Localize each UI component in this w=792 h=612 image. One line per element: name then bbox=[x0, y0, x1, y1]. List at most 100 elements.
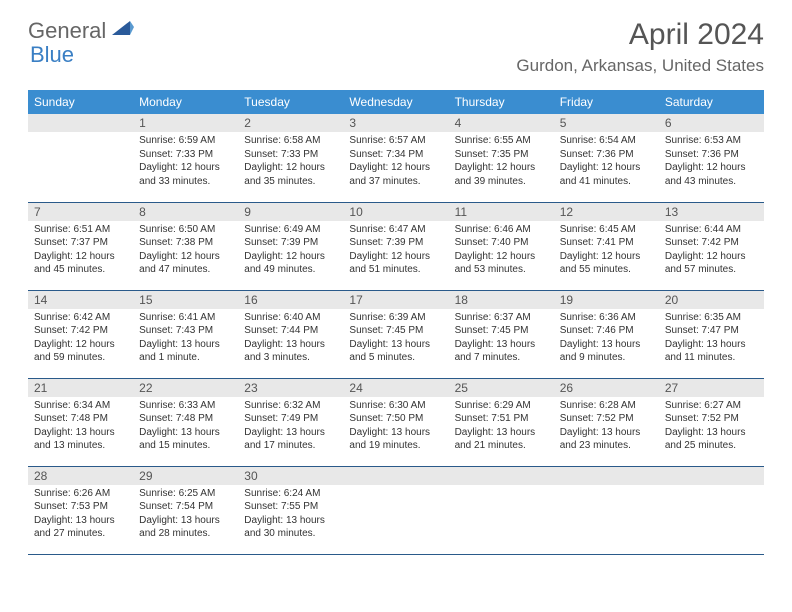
day-info-line: Sunset: 7:37 PM bbox=[34, 236, 127, 250]
day-info-line: Sunrise: 6:33 AM bbox=[139, 399, 232, 413]
day-body: Sunrise: 6:41 AMSunset: 7:43 PMDaylight:… bbox=[133, 309, 238, 369]
day-body-empty bbox=[28, 132, 133, 192]
day-number: 28 bbox=[28, 467, 133, 485]
day-number: 21 bbox=[28, 379, 133, 397]
day-info-line: Sunset: 7:34 PM bbox=[349, 148, 442, 162]
day-body-empty bbox=[554, 485, 659, 545]
day-info-line: Daylight: 12 hours bbox=[244, 161, 337, 175]
day-info-line: Sunset: 7:39 PM bbox=[349, 236, 442, 250]
day-info-line: Daylight: 12 hours bbox=[560, 161, 653, 175]
day-info-line: Daylight: 13 hours bbox=[560, 338, 653, 352]
day-info-line: Sunrise: 6:51 AM bbox=[34, 223, 127, 237]
calendar-day-cell: 1Sunrise: 6:59 AMSunset: 7:33 PMDaylight… bbox=[133, 114, 238, 202]
day-info-line: and 3 minutes. bbox=[244, 351, 337, 365]
day-info-line: Sunrise: 6:25 AM bbox=[139, 487, 232, 501]
day-info-line: Daylight: 12 hours bbox=[560, 250, 653, 264]
day-number: 13 bbox=[659, 203, 764, 221]
day-info-line: Daylight: 13 hours bbox=[139, 338, 232, 352]
day-info-line: Sunrise: 6:27 AM bbox=[665, 399, 758, 413]
day-number: 3 bbox=[343, 114, 448, 132]
day-number: 20 bbox=[659, 291, 764, 309]
calendar-day-cell: 24Sunrise: 6:30 AMSunset: 7:50 PMDayligh… bbox=[343, 378, 448, 466]
day-info-line: Sunrise: 6:41 AM bbox=[139, 311, 232, 325]
calendar-day-cell: 29Sunrise: 6:25 AMSunset: 7:54 PMDayligh… bbox=[133, 466, 238, 554]
day-info-line: Daylight: 13 hours bbox=[665, 426, 758, 440]
day-info-line: and 37 minutes. bbox=[349, 175, 442, 189]
day-info-line: Sunset: 7:54 PM bbox=[139, 500, 232, 514]
month-title: April 2024 bbox=[516, 18, 764, 52]
day-info-line: and 59 minutes. bbox=[34, 351, 127, 365]
day-info-line: and 39 minutes. bbox=[455, 175, 548, 189]
day-info-line: Sunrise: 6:44 AM bbox=[665, 223, 758, 237]
day-info-line: Daylight: 13 hours bbox=[34, 426, 127, 440]
day-number-empty bbox=[343, 467, 448, 485]
logo-text-general: General bbox=[28, 18, 106, 44]
calendar-day-cell: 6Sunrise: 6:53 AMSunset: 7:36 PMDaylight… bbox=[659, 114, 764, 202]
day-info-line: Sunset: 7:45 PM bbox=[349, 324, 442, 338]
day-body: Sunrise: 6:47 AMSunset: 7:39 PMDaylight:… bbox=[343, 221, 448, 281]
day-body: Sunrise: 6:32 AMSunset: 7:49 PMDaylight:… bbox=[238, 397, 343, 457]
day-body: Sunrise: 6:53 AMSunset: 7:36 PMDaylight:… bbox=[659, 132, 764, 192]
day-number: 4 bbox=[449, 114, 554, 132]
day-body: Sunrise: 6:35 AMSunset: 7:47 PMDaylight:… bbox=[659, 309, 764, 369]
day-info-line: Daylight: 13 hours bbox=[139, 426, 232, 440]
day-info-line: and 23 minutes. bbox=[560, 439, 653, 453]
day-body: Sunrise: 6:25 AMSunset: 7:54 PMDaylight:… bbox=[133, 485, 238, 545]
day-info-line: Sunset: 7:42 PM bbox=[34, 324, 127, 338]
day-number: 23 bbox=[238, 379, 343, 397]
day-number: 15 bbox=[133, 291, 238, 309]
day-body-empty bbox=[449, 485, 554, 545]
calendar-week-row: 28Sunrise: 6:26 AMSunset: 7:53 PMDayligh… bbox=[28, 466, 764, 554]
day-info-line: Daylight: 13 hours bbox=[139, 514, 232, 528]
day-number: 29 bbox=[133, 467, 238, 485]
calendar-day-cell: 19Sunrise: 6:36 AMSunset: 7:46 PMDayligh… bbox=[554, 290, 659, 378]
day-info-line: Sunrise: 6:34 AM bbox=[34, 399, 127, 413]
day-info-line: Sunrise: 6:59 AM bbox=[139, 134, 232, 148]
day-info-line: Daylight: 12 hours bbox=[665, 250, 758, 264]
day-info-line: Sunrise: 6:39 AM bbox=[349, 311, 442, 325]
calendar-day-cell: 13Sunrise: 6:44 AMSunset: 7:42 PMDayligh… bbox=[659, 202, 764, 290]
day-info-line: and 55 minutes. bbox=[560, 263, 653, 277]
day-info-line: Sunrise: 6:29 AM bbox=[455, 399, 548, 413]
day-info-line: Sunset: 7:33 PM bbox=[139, 148, 232, 162]
calendar-day-cell: 26Sunrise: 6:28 AMSunset: 7:52 PMDayligh… bbox=[554, 378, 659, 466]
day-info-line: Sunset: 7:44 PM bbox=[244, 324, 337, 338]
weekday-header: Wednesday bbox=[343, 90, 448, 114]
day-info-line: Daylight: 12 hours bbox=[665, 161, 758, 175]
day-info-line: Daylight: 12 hours bbox=[349, 250, 442, 264]
day-body: Sunrise: 6:30 AMSunset: 7:50 PMDaylight:… bbox=[343, 397, 448, 457]
day-info-line: Sunset: 7:48 PM bbox=[34, 412, 127, 426]
day-body: Sunrise: 6:34 AMSunset: 7:48 PMDaylight:… bbox=[28, 397, 133, 457]
day-body: Sunrise: 6:44 AMSunset: 7:42 PMDaylight:… bbox=[659, 221, 764, 281]
day-number: 30 bbox=[238, 467, 343, 485]
calendar-day-cell: 23Sunrise: 6:32 AMSunset: 7:49 PMDayligh… bbox=[238, 378, 343, 466]
day-info-line: and 5 minutes. bbox=[349, 351, 442, 365]
day-info-line: Sunset: 7:41 PM bbox=[560, 236, 653, 250]
day-body: Sunrise: 6:37 AMSunset: 7:45 PMDaylight:… bbox=[449, 309, 554, 369]
day-info-line: and 41 minutes. bbox=[560, 175, 653, 189]
day-info-line: Sunrise: 6:37 AM bbox=[455, 311, 548, 325]
day-info-line: Sunrise: 6:57 AM bbox=[349, 134, 442, 148]
day-info-line: Daylight: 12 hours bbox=[455, 250, 548, 264]
weekday-header: Saturday bbox=[659, 90, 764, 114]
day-info-line: Sunset: 7:55 PM bbox=[244, 500, 337, 514]
day-info-line: Sunrise: 6:26 AM bbox=[34, 487, 127, 501]
day-info-line: Daylight: 13 hours bbox=[349, 426, 442, 440]
day-info-line: Sunrise: 6:35 AM bbox=[665, 311, 758, 325]
day-body: Sunrise: 6:24 AMSunset: 7:55 PMDaylight:… bbox=[238, 485, 343, 545]
day-info-line: and 45 minutes. bbox=[34, 263, 127, 277]
day-info-line: Sunset: 7:36 PM bbox=[665, 148, 758, 162]
day-body: Sunrise: 6:51 AMSunset: 7:37 PMDaylight:… bbox=[28, 221, 133, 281]
day-info-line: Sunrise: 6:46 AM bbox=[455, 223, 548, 237]
calendar-day-cell: 10Sunrise: 6:47 AMSunset: 7:39 PMDayligh… bbox=[343, 202, 448, 290]
day-info-line: and 28 minutes. bbox=[139, 527, 232, 541]
day-info-line: Daylight: 12 hours bbox=[244, 250, 337, 264]
day-number: 1 bbox=[133, 114, 238, 132]
day-info-line: Daylight: 13 hours bbox=[244, 426, 337, 440]
calendar-day-cell: 25Sunrise: 6:29 AMSunset: 7:51 PMDayligh… bbox=[449, 378, 554, 466]
day-info-line: and 19 minutes. bbox=[349, 439, 442, 453]
day-number: 7 bbox=[28, 203, 133, 221]
day-body: Sunrise: 6:36 AMSunset: 7:46 PMDaylight:… bbox=[554, 309, 659, 369]
day-info-line: and 13 minutes. bbox=[34, 439, 127, 453]
day-number: 8 bbox=[133, 203, 238, 221]
